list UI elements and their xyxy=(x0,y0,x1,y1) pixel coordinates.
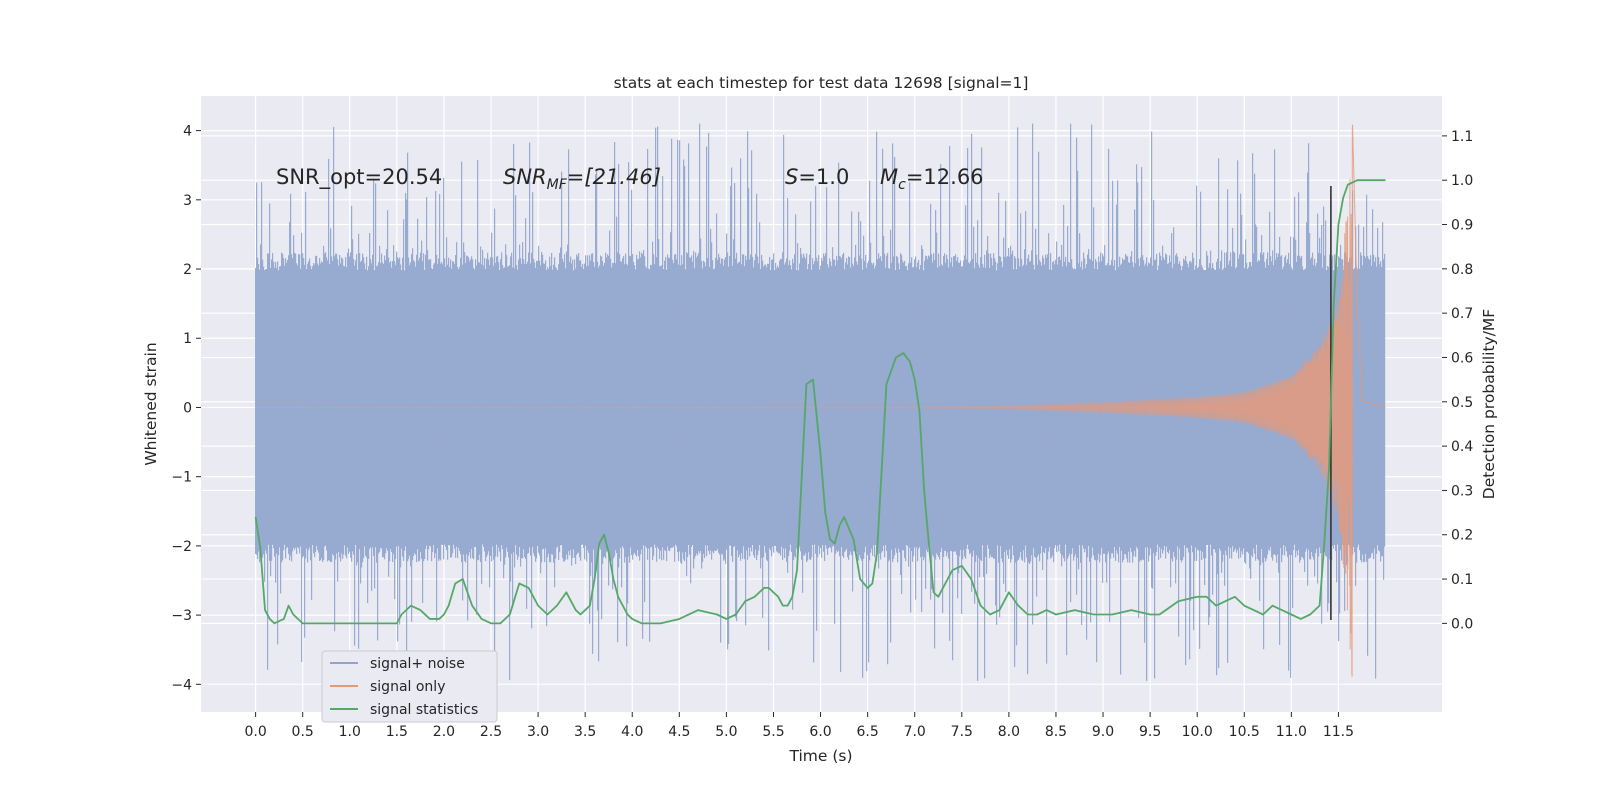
x-tick-label: 4.0 xyxy=(621,724,643,740)
signal-statistics-line xyxy=(254,179,1386,625)
legend: signal+ noise signal only signal statist… xyxy=(321,650,498,723)
y-right-tick-label: 0.4 xyxy=(1451,439,1473,455)
x-tick-label: 7.0 xyxy=(904,724,926,740)
x-tick-label: 3.0 xyxy=(527,724,549,740)
y-tick-label: 2 xyxy=(183,262,192,278)
x-axis-label: Time (s) xyxy=(788,747,852,765)
y-right-tick-label: 0.5 xyxy=(1451,395,1473,411)
legend-box xyxy=(321,650,498,723)
x-tick-label: 5.5 xyxy=(762,724,784,740)
signal-only-trace xyxy=(255,124,1386,677)
x-tick-label: 9.0 xyxy=(1092,724,1114,740)
mc-value: =12.66 xyxy=(906,165,984,189)
snr-mf-annotation: SNRMF=[21.46] xyxy=(503,165,661,193)
snr-opt-annotation: SNR_opt=20.54 xyxy=(276,165,442,190)
y-tick-label: 3 xyxy=(183,193,192,209)
x-tick-label: 0.0 xyxy=(244,724,266,740)
y-right-tick-label: 0.3 xyxy=(1451,483,1473,499)
legend-label-signal-statistics: signal statistics xyxy=(370,702,478,718)
y-right-tick-label: 0.8 xyxy=(1451,262,1473,278)
y-right-tick-label: 0.7 xyxy=(1451,306,1473,322)
y-tick-label: 0 xyxy=(183,400,192,416)
s-value: =1.0 xyxy=(798,165,849,189)
mc-label: M xyxy=(880,165,898,189)
x-tick-label: 6.5 xyxy=(857,724,879,740)
x-tick-label: 6.0 xyxy=(809,724,831,740)
y-right-tick-label: 0.1 xyxy=(1451,572,1473,588)
x-tick-label: 11.5 xyxy=(1323,724,1354,740)
s-annotation: S=1.0 xyxy=(785,165,849,189)
y-tick-label: −3 xyxy=(171,608,192,624)
y-right-tick-label: 1.1 xyxy=(1451,129,1473,145)
chart-title: stats at each timestep for test data 126… xyxy=(614,74,1029,92)
y-tick-label: −4 xyxy=(171,677,192,693)
x-tick-label: 10.0 xyxy=(1182,724,1213,740)
snr-mf-value: =[21.46] xyxy=(567,165,661,189)
snr-mf-label: SNR xyxy=(503,165,547,189)
x-tick-label: 5.0 xyxy=(715,724,737,740)
x-tick-label: 9.5 xyxy=(1139,724,1161,740)
y-right-tick-label: 0.2 xyxy=(1451,528,1473,544)
x-tick-label: 1.0 xyxy=(339,724,361,740)
y-tick-label: 4 xyxy=(183,124,192,140)
y-right-tick-label: 0.6 xyxy=(1451,350,1473,366)
snr-mf-subscript: MF xyxy=(547,177,568,193)
mc-subscript: c xyxy=(898,177,906,193)
y-tick-label: 1 xyxy=(183,331,192,347)
x-tick-label: 8.0 xyxy=(998,724,1020,740)
x-tick-label: 10.5 xyxy=(1229,724,1260,740)
y-tick-label: −1 xyxy=(171,470,192,486)
x-tick-label: 8.5 xyxy=(1045,724,1067,740)
x-tick-label: 11.0 xyxy=(1276,724,1307,740)
y-right-tick-label: 0.9 xyxy=(1451,218,1473,234)
x-tick-label: 4.5 xyxy=(668,724,690,740)
x-tick-label: 3.5 xyxy=(574,724,596,740)
legend-label-signal-noise: signal+ noise xyxy=(370,656,465,672)
y-right-tick-label: 1.0 xyxy=(1451,173,1473,189)
y-axis-right-label: Detection probability/MF xyxy=(1480,309,1498,500)
x-tick-label: 2.5 xyxy=(480,724,502,740)
x-tick-label: 7.5 xyxy=(951,724,973,740)
legend-label-signal-only: signal only xyxy=(370,679,445,695)
s-label: S xyxy=(785,165,798,189)
mc-annotation: Mc=12.66 xyxy=(880,165,984,193)
x-tick-label: 0.5 xyxy=(292,724,314,740)
y-right-tick-label: 0.0 xyxy=(1451,616,1473,632)
x-tick-label: 2.0 xyxy=(433,724,455,740)
y-axis-label: Whitened strain xyxy=(142,342,160,465)
x-tick-label: 1.5 xyxy=(386,724,408,740)
y-tick-label: −2 xyxy=(171,539,192,555)
